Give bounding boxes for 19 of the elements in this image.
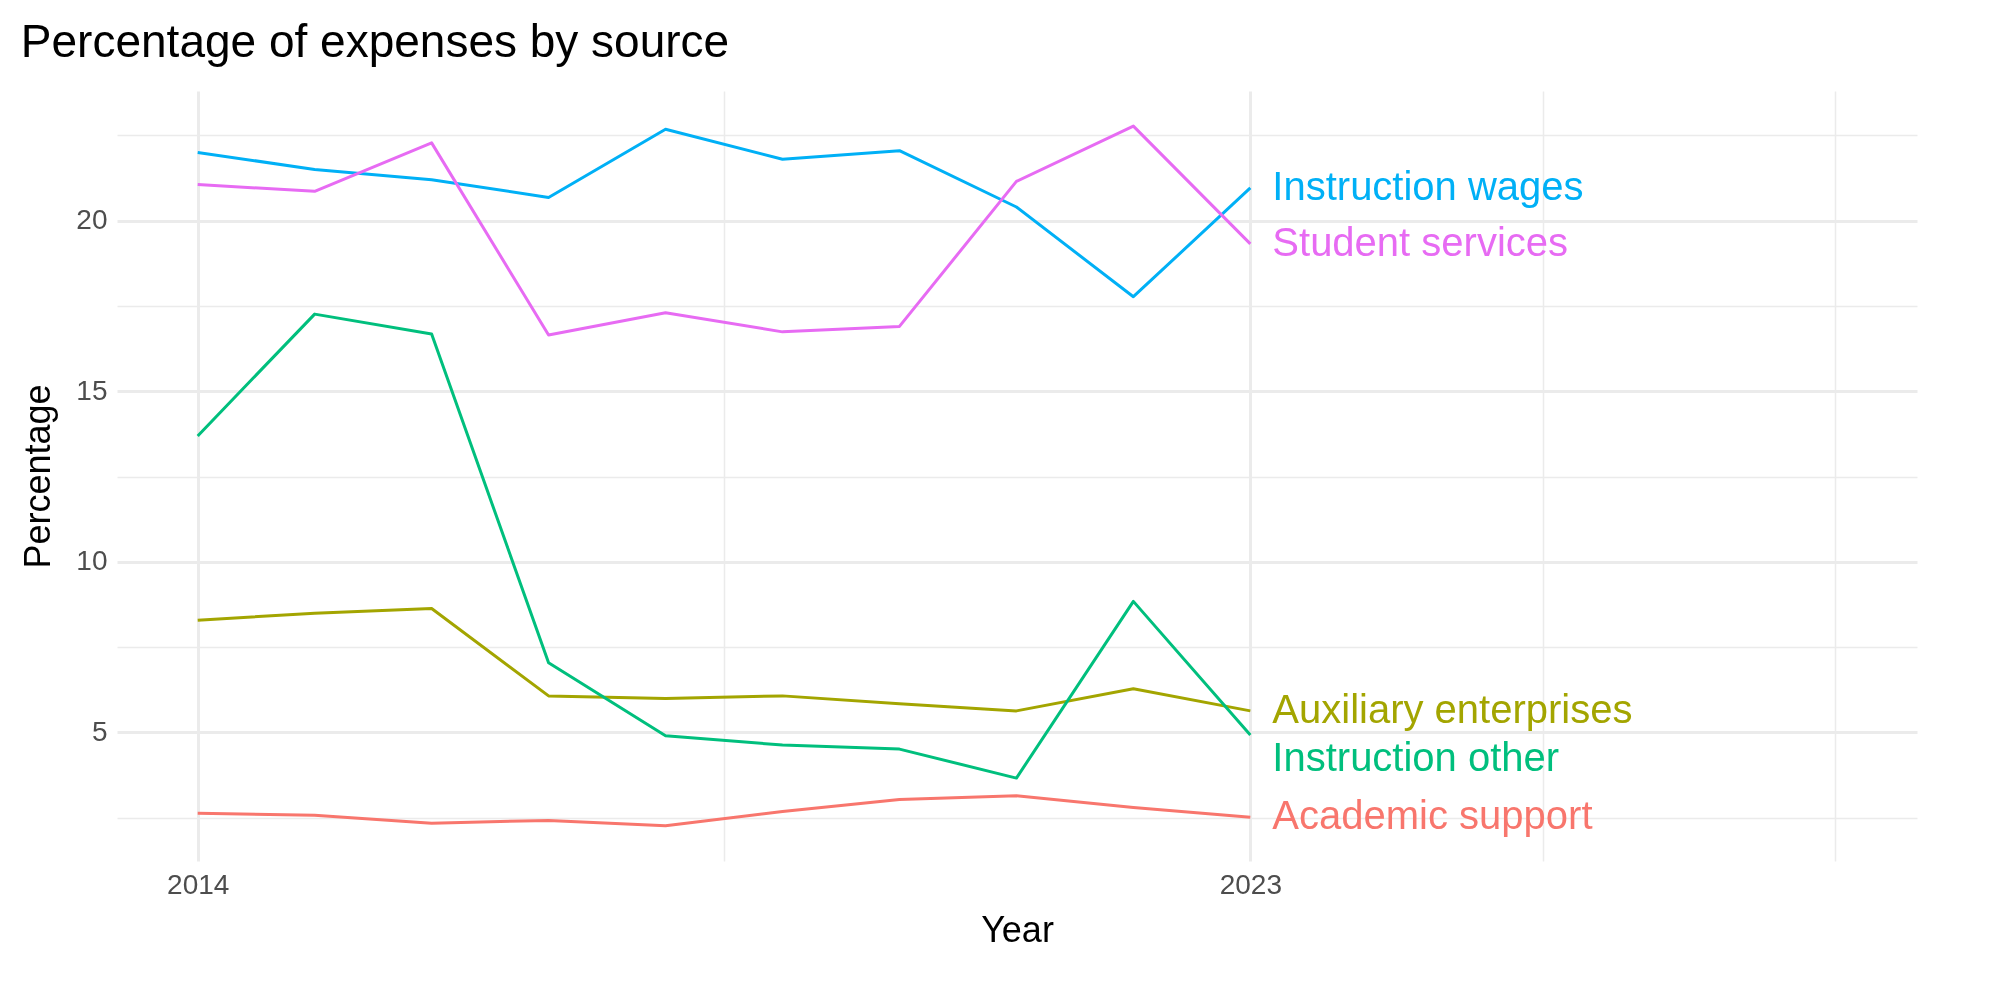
x-tick-label: 2023 [1219,868,1282,900]
series-label: Instruction wages [1272,163,1584,208]
series-label: Auxiliary enterprises [1272,686,1633,731]
x-tick-label: 2014 [167,868,230,900]
y-tick-label: 20 [76,204,108,236]
y-tick-label: 5 [91,715,108,747]
line-series [196,794,1252,828]
series-label: Academic support [1272,793,1593,838]
y-axis-title: Percentage [17,384,59,569]
series-label: Student services [1272,219,1569,264]
x-axis-title: Year [981,908,1054,950]
y-tick-label: 10 [76,545,108,577]
line-series [196,312,1252,780]
line-series [196,607,1252,713]
line-series [196,124,1252,337]
chart-title: Percentage of expenses by source [20,15,730,67]
y-tick-label: 15 [76,374,108,406]
line-series [196,127,1252,299]
series-label: Instruction other [1272,734,1560,779]
